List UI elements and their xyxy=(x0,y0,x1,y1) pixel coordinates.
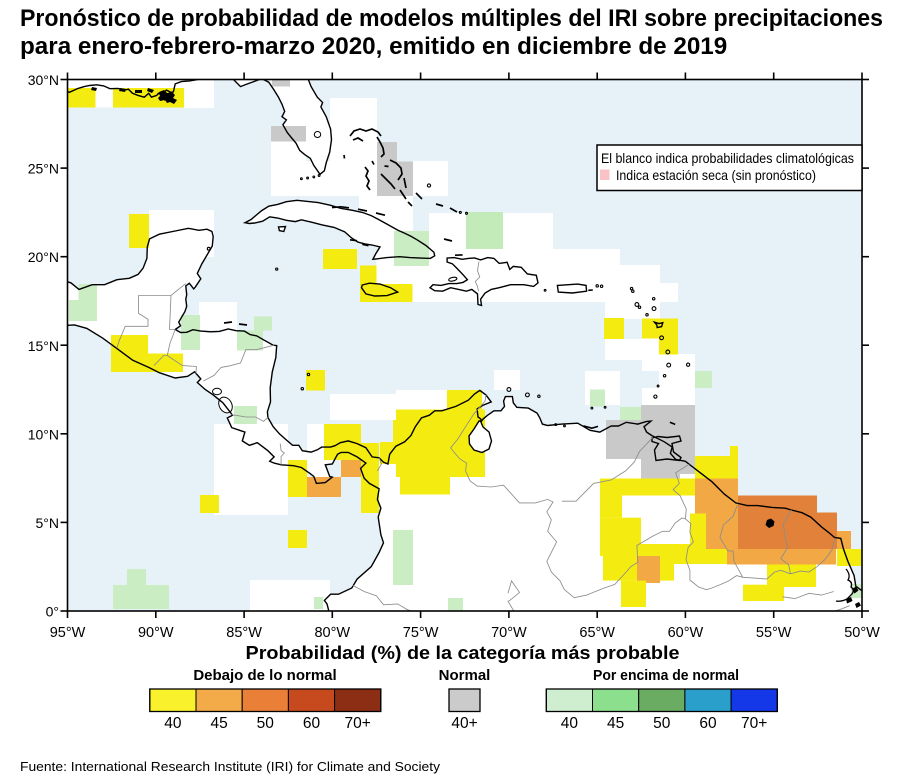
svg-text:90°W: 90°W xyxy=(138,625,174,641)
svg-text:70+: 70+ xyxy=(741,715,767,732)
svg-text:70°W: 70°W xyxy=(491,625,527,641)
svg-text:40+: 40+ xyxy=(451,715,477,732)
svg-text:45: 45 xyxy=(210,715,227,732)
svg-text:60°W: 60°W xyxy=(668,625,704,641)
svg-text:95°W: 95°W xyxy=(50,625,86,641)
svg-text:85°W: 85°W xyxy=(226,625,262,641)
svg-text:60: 60 xyxy=(303,715,321,732)
svg-text:25°N: 25°N xyxy=(28,161,59,177)
svg-text:Normal: Normal xyxy=(439,667,491,684)
svg-text:50: 50 xyxy=(257,715,275,732)
svg-text:65°W: 65°W xyxy=(579,625,615,641)
svg-text:0°: 0° xyxy=(46,604,59,620)
svg-text:45: 45 xyxy=(607,715,624,732)
svg-text:50: 50 xyxy=(653,715,671,732)
svg-text:Fuente: International Research: Fuente: International Research Institute… xyxy=(20,759,441,774)
svg-text:70+: 70+ xyxy=(345,715,371,732)
svg-text:50°W: 50°W xyxy=(844,625,880,641)
svg-text:5°N: 5°N xyxy=(36,515,60,531)
svg-text:El blanco indica probabilidade: El blanco indica probabilidades climatol… xyxy=(601,151,854,166)
svg-text:Debajo de lo normal: Debajo de lo normal xyxy=(193,667,336,684)
svg-text:15°N: 15°N xyxy=(28,338,59,354)
svg-text:40: 40 xyxy=(561,715,579,732)
svg-text:60: 60 xyxy=(699,715,717,732)
svg-text:30°N: 30°N xyxy=(28,72,59,88)
svg-text:20°N: 20°N xyxy=(28,249,59,265)
svg-text:75°W: 75°W xyxy=(403,625,439,641)
svg-text:80°W: 80°W xyxy=(314,625,350,641)
svg-text:Probabilidad (%) de la categor: Probabilidad (%) de la categoría más pro… xyxy=(246,643,680,663)
svg-text:55°W: 55°W xyxy=(756,625,792,641)
svg-text:Por encima de normal: Por encima de normal xyxy=(593,667,739,684)
svg-text:Indica estación seca (sin pron: Indica estación seca (sin pronóstico) xyxy=(616,168,816,183)
svg-text:10°N: 10°N xyxy=(28,426,59,442)
svg-text:40: 40 xyxy=(164,715,182,732)
